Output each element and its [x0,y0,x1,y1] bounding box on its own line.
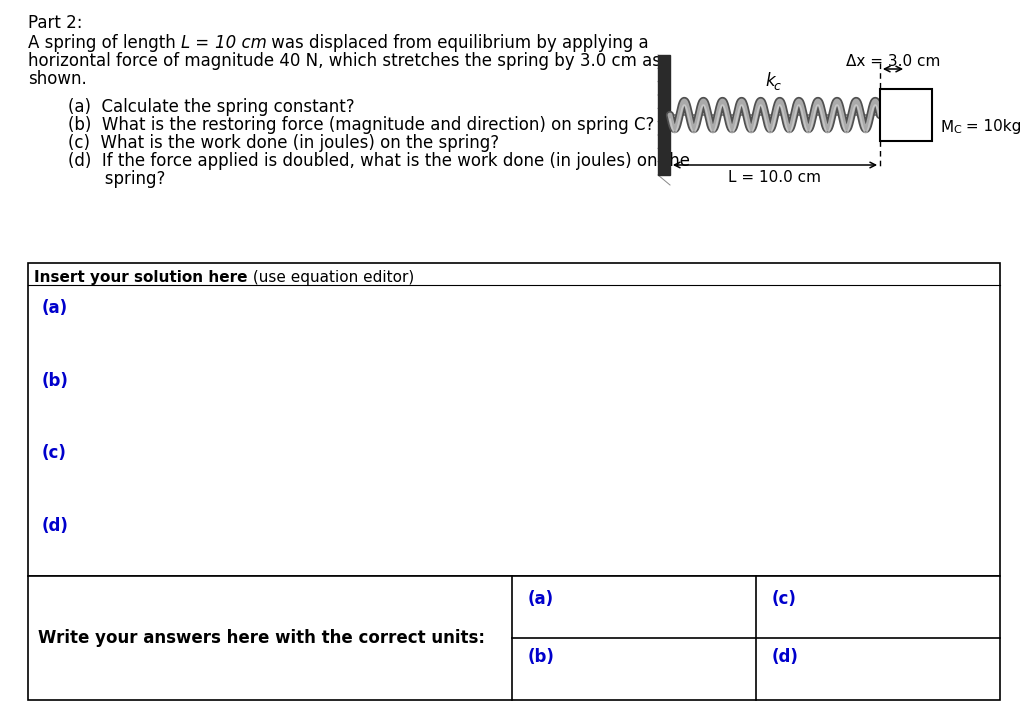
Text: (c)  What is the work done (in joules) on the spring?: (c) What is the work done (in joules) on… [68,134,499,152]
Text: horizontal force of magnitude 40 N, which stretches the spring by 3.0 cm as: horizontal force of magnitude 40 N, whic… [28,52,661,70]
Text: (d): (d) [772,648,798,666]
Text: L = 10.0 cm: L = 10.0 cm [729,170,821,185]
Text: Write your answers here with the correct units:: Write your answers here with the correct… [38,629,485,647]
Text: (a): (a) [528,590,555,608]
Text: (c): (c) [772,590,796,608]
Text: Δx = 3.0 cm: Δx = 3.0 cm [846,54,940,69]
Text: Part 2:: Part 2: [28,14,82,32]
Text: 10 cm: 10 cm [214,34,266,52]
Text: shown.: shown. [28,70,87,88]
Text: (b)  What is the restoring force (magnitude and direction) on spring C?: (b) What is the restoring force (magnitu… [68,116,654,134]
Text: Insert your solution here: Insert your solution here [34,270,247,285]
Bar [658,55,670,175]
Text: =: = [191,34,214,52]
Text: spring?: spring? [68,170,165,188]
Text: M: M [940,120,953,134]
Bar [28,263,1000,576]
Text: A spring of length: A spring of length [28,34,181,52]
Text: (a)  Calculate the spring constant?: (a) Calculate the spring constant? [68,98,355,116]
Bar [28,576,1000,700]
Text: (d): (d) [42,517,69,535]
Text: (c): (c) [42,444,67,463]
Text: c: c [773,80,780,93]
Bar [880,89,932,141]
Text: = 10kg: = 10kg [960,120,1021,134]
Text: L: L [181,34,191,52]
Text: (use equation editor): (use equation editor) [247,270,414,285]
Text: (b): (b) [528,648,555,666]
Text: was displaced from equilibrium by applying a: was displaced from equilibrium by applyi… [266,34,649,52]
Text: C: C [953,125,960,135]
Text: (a): (a) [42,299,68,317]
Text: (d)  If the force applied is doubled, what is the work done (in joules) on the: (d) If the force applied is doubled, wha… [68,152,690,170]
Text: (b): (b) [42,372,69,390]
Text: k: k [765,72,775,90]
